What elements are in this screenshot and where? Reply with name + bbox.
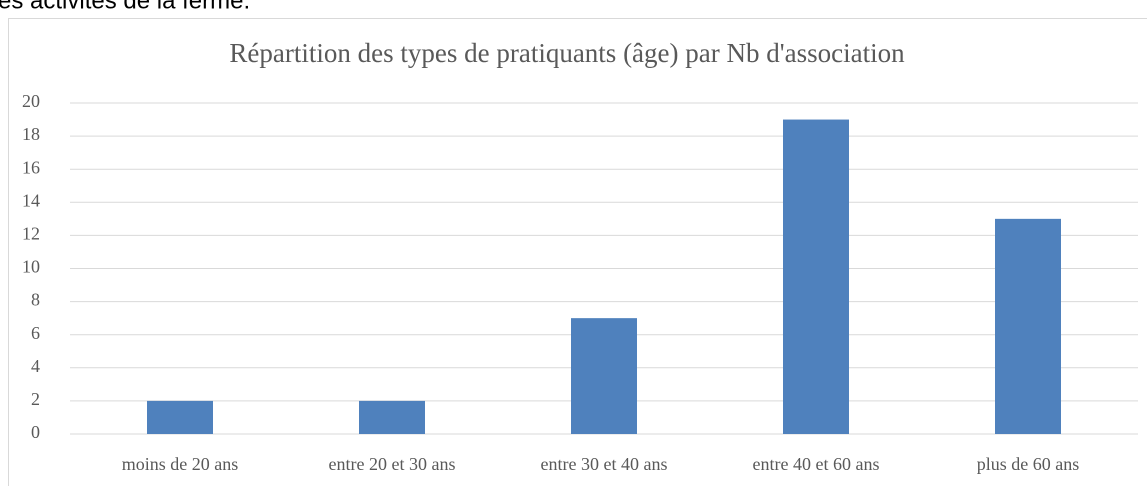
document-text: es activités de la ferme. — [0, 0, 250, 14]
y-tick-label: 6 — [31, 323, 40, 343]
y-tick-label: 10 — [22, 257, 40, 277]
x-tick-label: moins de 20 ans — [122, 454, 239, 474]
y-tick-label: 16 — [22, 157, 40, 177]
bar — [571, 318, 637, 434]
y-tick-label: 12 — [22, 224, 40, 244]
x-tick-label: entre 30 et 40 ans — [541, 454, 668, 474]
y-tick-label: 2 — [31, 389, 40, 409]
bar — [783, 119, 849, 435]
x-tick-label: plus de 60 ans — [977, 454, 1080, 474]
y-tick-label: 14 — [22, 190, 40, 210]
bar — [147, 400, 213, 434]
y-tick-label: 8 — [31, 290, 40, 310]
bar — [995, 218, 1061, 434]
y-tick-label: 20 — [22, 91, 40, 111]
x-tick-label: entre 40 et 60 ans — [753, 454, 880, 474]
y-tick-label: 0 — [31, 422, 40, 442]
y-tick-label: 18 — [22, 124, 40, 144]
chart-title: Répartition des types de pratiquants (âg… — [229, 38, 905, 68]
x-tick-label: entre 20 et 30 ans — [329, 454, 456, 474]
y-tick-label: 4 — [31, 356, 40, 376]
bar — [359, 400, 425, 434]
